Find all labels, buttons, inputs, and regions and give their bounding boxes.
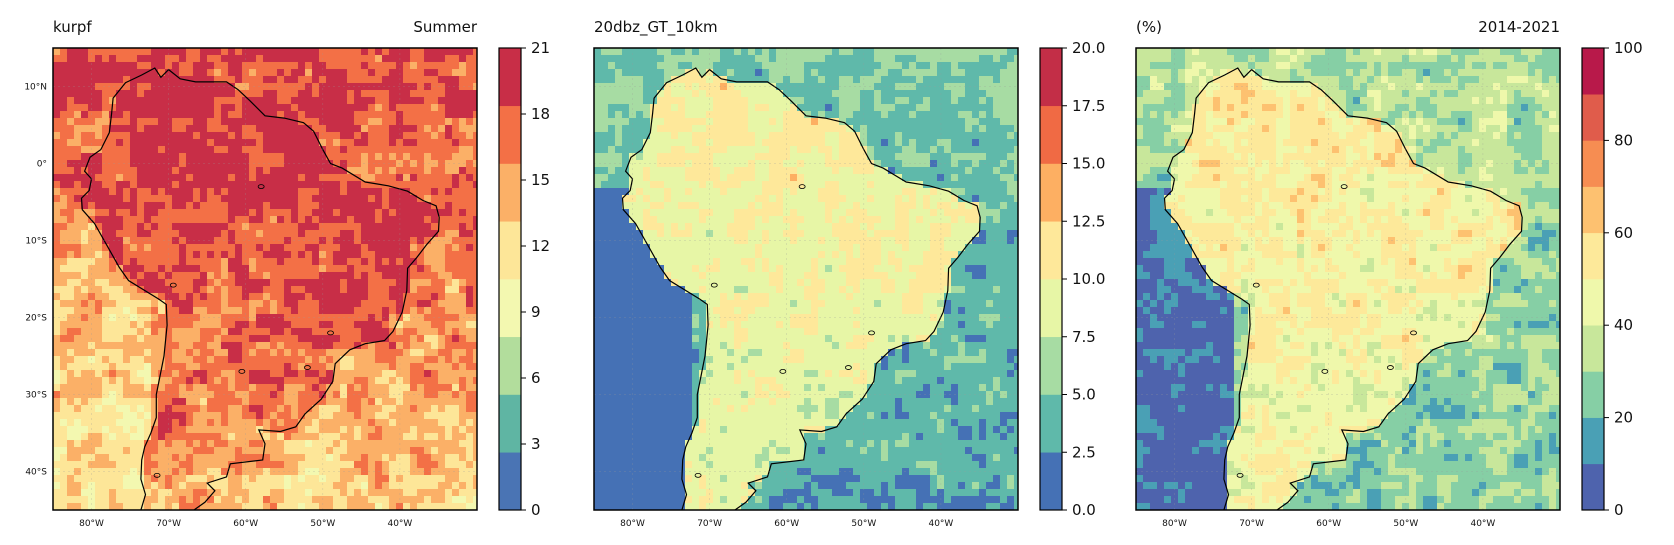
panel-3-frame <box>1135 47 1561 511</box>
panel-1-frame <box>52 47 478 511</box>
colorbar-tick-label: 3 <box>531 435 541 453</box>
panel-2-frame <box>593 47 1019 511</box>
colorbar-tick-label: 2.5 <box>1072 443 1096 461</box>
panel-1-coastline <box>80 67 440 510</box>
x-tick-label: 40°W <box>387 519 412 529</box>
colorbar-tick-label: 9 <box>531 303 541 321</box>
y-tick-label: 40°S <box>25 468 47 478</box>
colorbar-tick-label: 20.0 <box>1072 39 1105 57</box>
panel-2-coastline <box>621 67 981 510</box>
panel-1-gridlines <box>53 48 477 510</box>
x-tick-label: 60°W <box>774 519 799 529</box>
colorbar-tick-label: 80 <box>1614 131 1633 149</box>
panel-3-x-ticks: 80°W 70°W 60°W 50°W 40°W <box>1162 519 1495 529</box>
colorbar-segment <box>1040 452 1062 511</box>
colorbar-tick-label: 12.5 <box>1072 212 1105 230</box>
colorbar-segment <box>1582 325 1604 372</box>
x-tick-label: 60°W <box>233 519 258 529</box>
x-tick-label: 50°W <box>310 519 335 529</box>
panel-2-colorbar: 0.0 2.5 5.0 7.5 10.0 12.5 15.0 17.5 20.0 <box>1039 39 1105 519</box>
panel-1-y-ticks: 10°N 0° 10°S 20°S 30°S 40°S <box>24 83 47 478</box>
x-tick-label: 70°W <box>697 519 722 529</box>
panel-1-title-left: kurpf <box>53 18 92 36</box>
x-tick-label: 80°W <box>620 519 645 529</box>
x-tick-label: 80°W <box>1162 519 1187 529</box>
colorbar-segment <box>1040 163 1062 222</box>
colorbar-segment <box>1582 140 1604 187</box>
panel-2-title-left: 20dbz_GT_10km <box>594 18 718 37</box>
panel-3-coastline <box>1163 67 1523 510</box>
x-tick-label: 70°W <box>1239 519 1264 529</box>
colorbar-tick-label: 6 <box>531 369 541 387</box>
panel-1-field <box>53 48 477 510</box>
panel-3-field <box>1136 48 1560 510</box>
panel-2-x-ticks: 80°W 70°W 60°W 50°W 40°W <box>620 519 953 529</box>
colorbar-segment <box>1582 48 1604 95</box>
colorbar-segment <box>1582 463 1604 511</box>
colorbar-segment <box>499 394 521 453</box>
colorbar-segment <box>499 336 521 395</box>
panel-3-colorbar: 0 20 40 60 80 100 <box>1581 39 1643 519</box>
colorbar-tick-label: 10.0 <box>1072 270 1105 288</box>
y-tick-label: 10°N <box>24 83 47 93</box>
colorbar-segment <box>1040 279 1062 338</box>
colorbar-segment <box>1582 94 1604 141</box>
colorbar-tick-label: 7.5 <box>1072 328 1096 346</box>
colorbar-segment <box>499 48 521 107</box>
panel-1-x-ticks: 80°W 70°W 60°W 50°W 40°W <box>79 519 412 529</box>
colorbar-tick-label: 17.5 <box>1072 97 1105 115</box>
y-tick-label: 20°S <box>25 314 47 324</box>
colorbar-segment <box>1582 371 1604 418</box>
panel-2-field <box>594 48 1018 510</box>
panel-1-colorbar: 0 3 6 9 12 15 18 21 <box>498 39 550 519</box>
panel-1-title-right: Summer <box>413 18 477 36</box>
map-panel-2: 20dbz_GT_10km 80°W 70°W 60°W 50°W 40°W 0.0 2.… <box>593 18 1105 529</box>
colorbar-segment <box>1582 279 1604 326</box>
colorbar-segment <box>499 163 521 222</box>
colorbar-tick-label: 60 <box>1614 224 1633 242</box>
x-tick-label: 40°W <box>928 519 953 529</box>
colorbar-segment <box>1040 336 1062 395</box>
x-tick-label: 80°W <box>79 519 104 529</box>
colorbar-tick-label: 0.0 <box>1072 501 1096 519</box>
y-tick-label: 30°S <box>25 391 47 401</box>
colorbar-tick-label: 0 <box>1614 501 1624 519</box>
colorbar-segment <box>499 221 521 280</box>
colorbar-segment <box>499 452 521 511</box>
colorbar-tick-label: 5.0 <box>1072 386 1096 404</box>
colorbar-segment <box>1040 221 1062 280</box>
panel-3-gridlines <box>1136 48 1560 510</box>
colorbar-tick-label: 100 <box>1614 39 1643 57</box>
x-tick-label: 60°W <box>1316 519 1341 529</box>
map-panel-1: kurpf Summer 80°W 70°W 60°W 50°W 40°W 10°N 0°… <box>24 18 550 529</box>
y-tick-label: 0° <box>37 160 47 170</box>
colorbar-segment <box>1582 417 1604 465</box>
panel-3-title-left: (%) <box>1136 18 1162 36</box>
panel-2-gridlines <box>594 48 1018 510</box>
colorbar-tick-label: 12 <box>531 237 550 255</box>
x-tick-label: 50°W <box>851 519 876 529</box>
colorbar-tick-label: 40 <box>1614 316 1633 334</box>
colorbar-segment <box>1040 105 1062 164</box>
colorbar-segment <box>1582 186 1604 234</box>
colorbar-tick-label: 18 <box>531 105 550 123</box>
colorbar-tick-label: 21 <box>531 39 550 57</box>
colorbar-segment <box>1040 394 1062 453</box>
x-tick-label: 40°W <box>1470 519 1495 529</box>
panel-3-title-right: 2014-2021 <box>1478 18 1560 36</box>
colorbar-tick-label: 0 <box>531 501 541 519</box>
colorbar-tick-label: 20 <box>1614 409 1633 427</box>
colorbar-segment <box>499 279 521 338</box>
colorbar-segment <box>1040 48 1062 107</box>
map-panel-3: (%) 2014-2021 80°W 70°W 60°W 50°W 40°W 0 20 40… <box>1135 18 1643 529</box>
colorbar-tick-label: 15.0 <box>1072 155 1105 173</box>
x-tick-label: 70°W <box>156 519 181 529</box>
colorbar-segment <box>499 105 521 164</box>
colorbar-tick-label: 15 <box>531 171 550 189</box>
y-tick-label: 10°S <box>25 237 47 247</box>
colorbar-segment <box>1582 232 1604 280</box>
x-tick-label: 50°W <box>1393 519 1418 529</box>
